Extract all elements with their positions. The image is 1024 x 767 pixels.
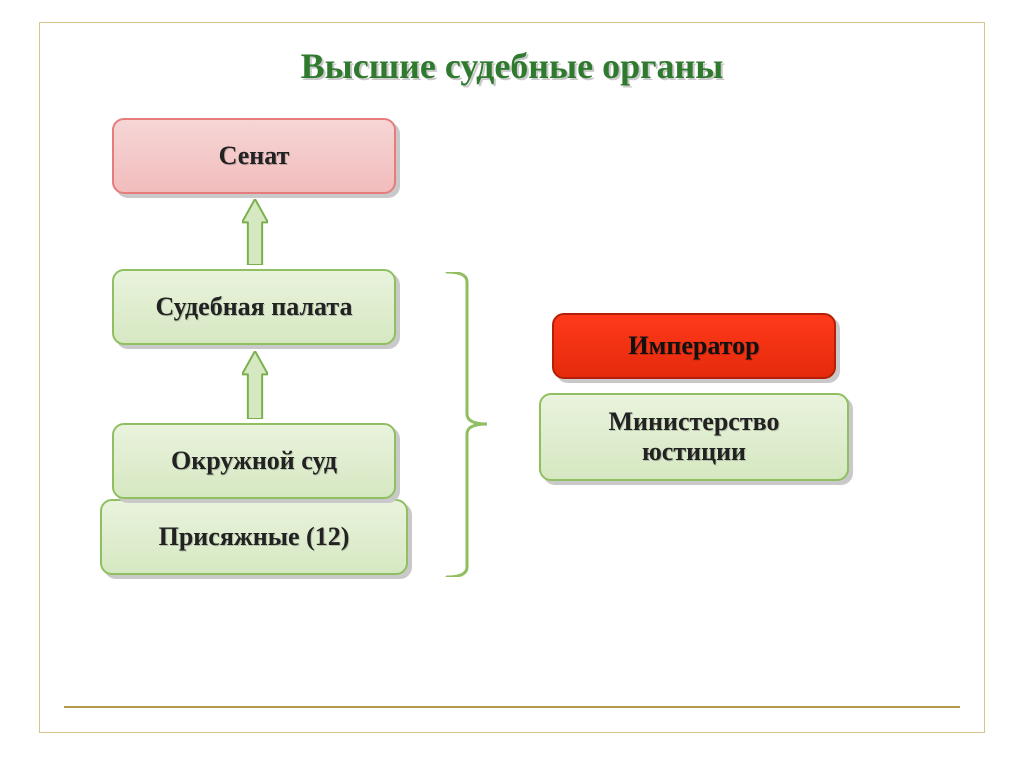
box-emperor: Император — [552, 313, 836, 379]
arrow-up-1-icon — [242, 199, 268, 265]
box-district: Окружной суд — [112, 423, 396, 499]
box-jury: Присяжные (12) — [100, 499, 408, 575]
slide: Высшие судебные органы Сенат Судебная па… — [0, 0, 1024, 767]
bottom-divider — [64, 706, 960, 708]
box-ministry: Министерствоюстиции — [539, 393, 849, 481]
box-senate: Сенат — [112, 118, 396, 194]
page-title: Высшие судебные органы — [0, 45, 1024, 87]
arrow-up-2-icon — [242, 351, 268, 419]
box-chamber: Судебная палата — [112, 269, 396, 345]
bracket-icon — [445, 272, 489, 577]
